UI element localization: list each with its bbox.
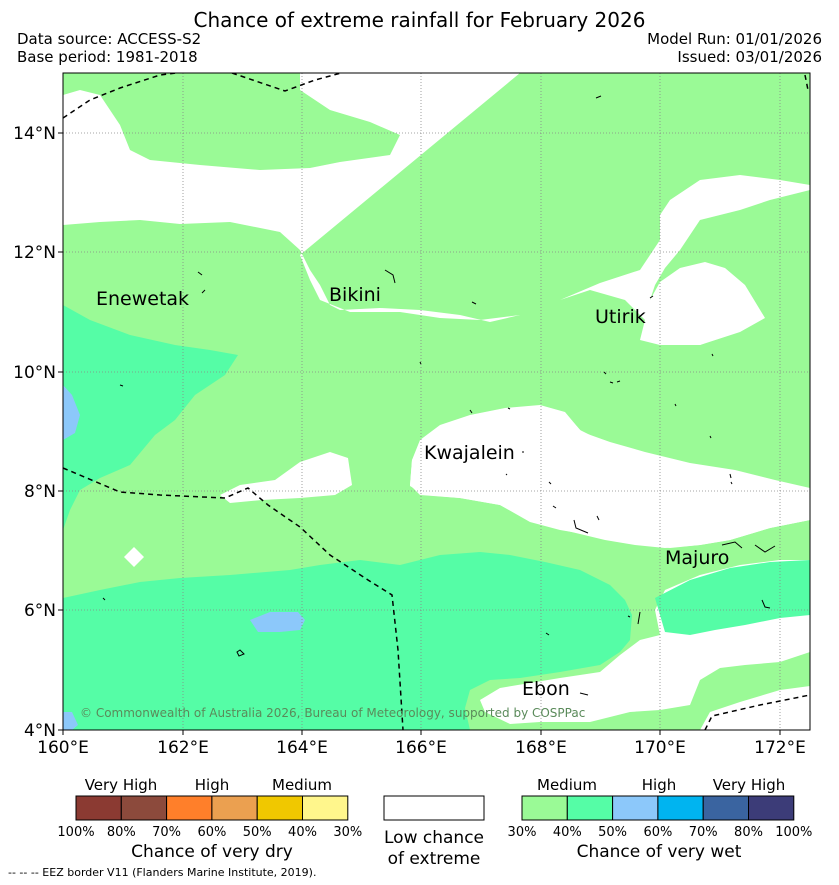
- model-run: Model Run: 01/01/2026: [647, 30, 822, 48]
- wet-50-60-south: [250, 612, 305, 632]
- axis-ticks: [58, 132, 781, 735]
- low-chance-line1: Low chance: [384, 828, 484, 848]
- medium-wet-region: [63, 73, 400, 170]
- dry-swatch-2: [166, 795, 213, 821]
- eez-footnote: -- -- -- EEZ border V11 (Flanders Marine…: [8, 866, 316, 879]
- wet-swatch-3: [657, 795, 704, 821]
- lat-label-6n: 6°N: [24, 601, 56, 621]
- wet-cat-medium: Medium: [537, 776, 597, 794]
- low-chance-diamond: [124, 547, 144, 567]
- dry-tick-label: 80%: [107, 825, 136, 840]
- lat-label-10n: 10°N: [13, 363, 56, 383]
- wet-swatch-2: [612, 795, 659, 821]
- wet-50-60-west: [63, 385, 80, 440]
- wet-swatch-5: [748, 795, 795, 821]
- lon-label-172e: 172°E: [754, 738, 806, 758]
- legend-low-chance: Low chance of extreme: [383, 795, 485, 869]
- wet-50-60-sw: [63, 712, 78, 730]
- low-chance-sw: [700, 686, 810, 730]
- low-chance-line2: of extreme: [388, 849, 481, 869]
- place-utirik: Utirik: [595, 306, 646, 328]
- lat-label-4n: 4°N: [24, 721, 56, 741]
- medium-wet-region-ne: [63, 73, 810, 730]
- map-plot-area: [63, 73, 810, 730]
- wet-tick-label: 40%: [553, 825, 582, 840]
- dry-swatch-0: [75, 795, 122, 821]
- dry-cat-very-high: Very High: [85, 776, 158, 794]
- legend-wet: Medium High Very High 30% 40% 50% 60% 70% 80%…: [508, 776, 813, 862]
- lon-label-162e: 162°E: [157, 738, 209, 758]
- dry-cat-medium: Medium: [272, 776, 332, 794]
- dry-tick-label: 50%: [243, 825, 272, 840]
- dry-swatch-3: [211, 795, 258, 821]
- islands: [102, 95, 776, 696]
- lat-label-8n: 8°N: [24, 482, 56, 502]
- dry-swatch-4: [256, 795, 304, 821]
- wet-cat-high: High: [642, 776, 676, 794]
- low-chance-swatch: [383, 795, 485, 821]
- wet-swatch-1: [566, 795, 614, 821]
- lon-label-164e: 164°E: [276, 738, 328, 758]
- dry-tick-label: 100%: [57, 825, 94, 840]
- dry-tick-label: 70%: [152, 825, 181, 840]
- base-period: Base period: 1981-2018: [17, 48, 198, 66]
- place-enewetak: Enewetak: [96, 288, 189, 310]
- lon-label-168e: 168°E: [515, 738, 567, 758]
- lon-label-166e: 166°E: [395, 738, 447, 758]
- place-kwajalein: Kwajalein: [424, 442, 515, 464]
- wet-swatch-4: [702, 795, 750, 821]
- lat-label-12n: 12°N: [13, 243, 56, 263]
- wet-tick-label: 80%: [734, 825, 763, 840]
- wet-40-50-south: [63, 552, 632, 730]
- wet-40-50-west: [63, 305, 238, 530]
- wet-40-50-east: [655, 560, 810, 635]
- data-source: Data source: ACCESS-S2: [17, 30, 202, 48]
- lon-label-160e: 160°E: [37, 738, 89, 758]
- lon-label-170e: 170°E: [634, 738, 686, 758]
- dry-tick-label: 30%: [333, 825, 362, 840]
- copyright-notice: © Commonwealth of Australia 2026, Bureau…: [80, 706, 585, 720]
- dry-cat-high: High: [195, 776, 229, 794]
- low-chance-kwajalein: [410, 406, 810, 548]
- wet-cat-very-high: Very High: [713, 776, 786, 794]
- place-ebon: Ebon: [522, 678, 570, 700]
- dry-swatch-5: [302, 795, 349, 821]
- wet-legend-title: Chance of very wet: [577, 842, 742, 862]
- wet-tick-label: 30%: [508, 825, 537, 840]
- dry-tick-label: 60%: [197, 825, 226, 840]
- dry-tick-label: 40%: [288, 825, 317, 840]
- dry-swatch-1: [120, 795, 168, 821]
- lat-label-14n: 14°N: [13, 124, 56, 144]
- wet-tick-label: 70%: [689, 825, 718, 840]
- place-majuro: Majuro: [665, 547, 729, 569]
- map-title: Chance of extreme rainfall for February …: [193, 8, 646, 32]
- low-chance-patch: [220, 452, 352, 503]
- legend-dry: Very High High Medium 100% 80% 70% 60% 50% 40…: [57, 776, 362, 862]
- issued-date: Issued: 03/01/2026: [677, 48, 822, 66]
- wet-tick-label: 100%: [775, 825, 812, 840]
- place-bikini: Bikini: [329, 284, 381, 306]
- wet-swatch-0: [521, 795, 568, 821]
- wet-tick-label: 60%: [643, 825, 672, 840]
- low-chance-utirik: [642, 262, 765, 345]
- wet-tick-label: 50%: [598, 825, 627, 840]
- dry-legend-title: Chance of very dry: [131, 842, 293, 862]
- map-frame: [62, 72, 811, 731]
